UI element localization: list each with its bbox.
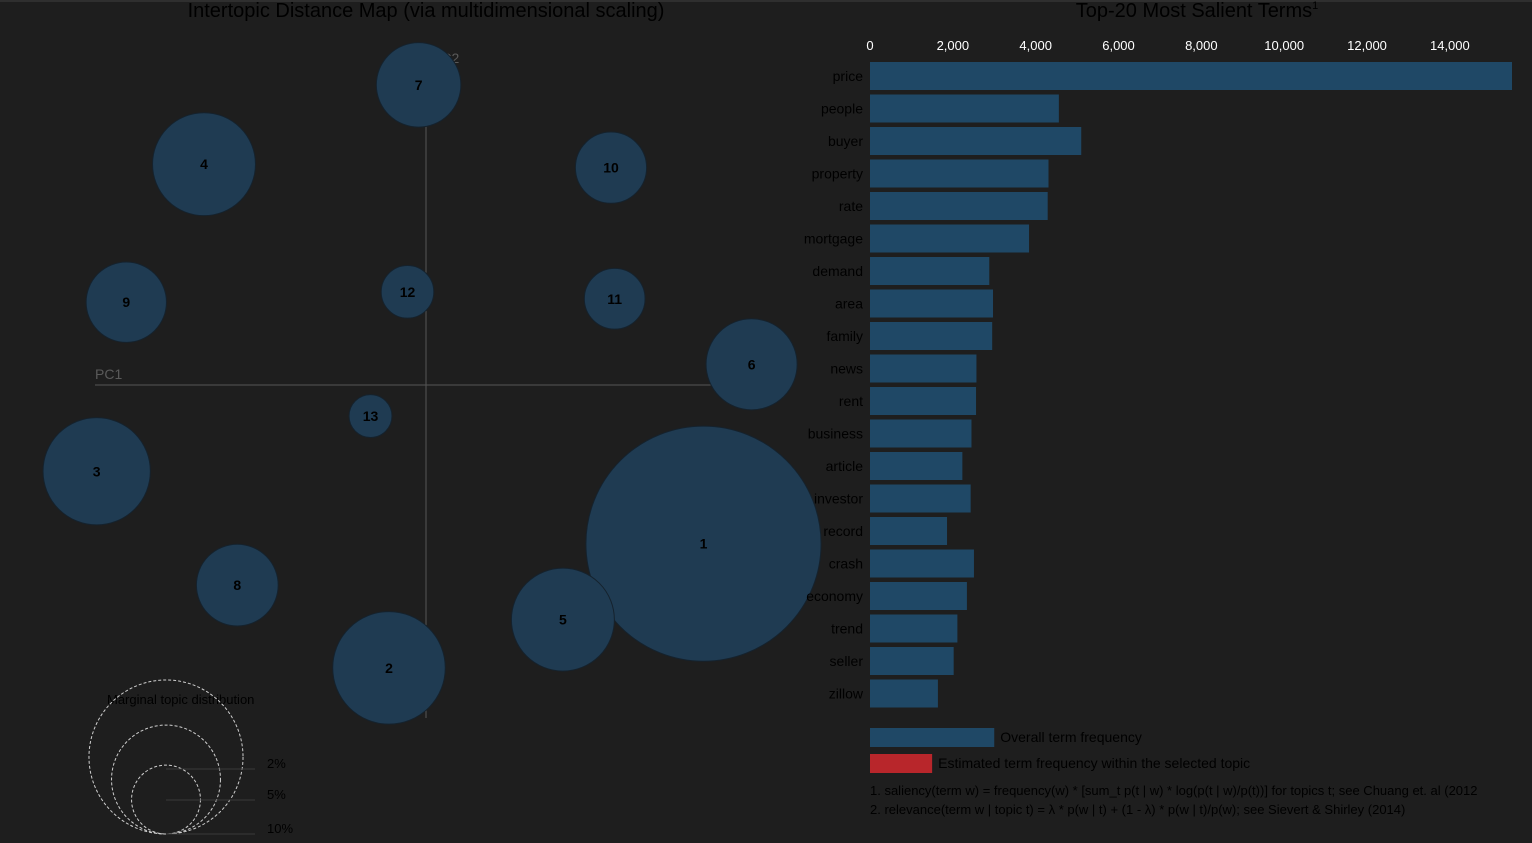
- legend-text-1: Estimated term frequency within the sele…: [938, 755, 1250, 771]
- footnote-2: 2. relevance(term w | topic t) = λ * p(w…: [870, 802, 1405, 817]
- x-tick-2000: 2,000: [937, 38, 970, 53]
- bar-trend[interactable]: [870, 614, 958, 643]
- salient-terms-chart: Top-20 Most Salient Terms1 0 2,000 4,000 6,…: [804, 0, 1512, 817]
- x-tick-0: 0: [866, 38, 873, 53]
- x-tick-6000: 6,000: [1102, 38, 1135, 53]
- topic-label-4: 4: [200, 156, 208, 172]
- bar-zillow[interactable]: [870, 679, 938, 708]
- bar-legend: Overall term frequency Estimated term fre…: [870, 728, 1250, 773]
- term-label-demand[interactable]: demand: [812, 263, 863, 279]
- topic-circle-9[interactable]: [85, 261, 167, 343]
- term-label-economy[interactable]: economy: [806, 588, 863, 604]
- bar-economy[interactable]: [870, 582, 967, 610]
- term-label-family[interactable]: family: [826, 328, 863, 344]
- bar-title: Top-20 Most Salient Terms1: [1076, 0, 1319, 22]
- bar-buyer[interactable]: [870, 127, 1082, 155]
- topic-label-12: 12: [400, 284, 416, 300]
- x-tick-4000: 4,000: [1019, 38, 1052, 53]
- bar-mortgage[interactable]: [870, 224, 1030, 253]
- bar-seller[interactable]: [870, 647, 954, 675]
- bar-family[interactable]: [870, 322, 993, 350]
- term-label-mortgage[interactable]: mortgage: [804, 231, 863, 247]
- bar-area[interactable]: [870, 289, 994, 318]
- x-tick-12000: 12,000: [1347, 38, 1387, 53]
- x-tick-14000: 14,000: [1430, 38, 1470, 53]
- term-bars: price people buyer property rate mortgage dema…: [804, 62, 1512, 708]
- topic-label-10: 10: [603, 160, 619, 176]
- bar-price[interactable]: [870, 62, 1512, 90]
- topic-label-2: 2: [385, 660, 393, 676]
- term-label-record[interactable]: record: [823, 523, 863, 539]
- pc1-label: PC1: [95, 366, 122, 382]
- legend-circle-5: [111, 724, 221, 835]
- topic-circle-13[interactable]: [348, 394, 393, 439]
- term-label-rent[interactable]: rent: [839, 393, 863, 409]
- term-label-price[interactable]: price: [833, 68, 864, 84]
- topic-circle-2[interactable]: [332, 611, 446, 725]
- bar-rent[interactable]: [870, 387, 977, 415]
- legend-label-5: 5%: [267, 787, 286, 802]
- map-title: Intertopic Distance Map (via multidimens…: [188, 0, 665, 22]
- legend-label-10: 10%: [267, 821, 293, 836]
- legend-label-2: 2%: [267, 756, 286, 771]
- topic-circle-3[interactable]: [42, 417, 151, 526]
- topic-label-8: 8: [233, 577, 241, 593]
- topic-circle-5[interactable]: [510, 567, 615, 672]
- term-label-business[interactable]: business: [808, 426, 863, 442]
- topic-label-6: 6: [748, 356, 756, 372]
- topic-circle-8[interactable]: [195, 543, 279, 627]
- topic-circle-7[interactable]: [375, 42, 462, 128]
- topic-label-3: 3: [93, 463, 101, 479]
- topic-label-1: 1: [700, 536, 708, 552]
- x-tick-10000: 10,000: [1264, 38, 1304, 53]
- bar-crash[interactable]: [870, 549, 974, 578]
- term-label-rate[interactable]: rate: [839, 198, 863, 214]
- term-label-buyer[interactable]: buyer: [828, 133, 863, 149]
- x-tick-8000: 8,000: [1185, 38, 1218, 53]
- term-label-article[interactable]: article: [826, 458, 864, 474]
- topic-circle-1[interactable]: [585, 425, 822, 662]
- term-label-trend[interactable]: trend: [831, 621, 863, 637]
- bar-investor[interactable]: [870, 484, 971, 513]
- topic-label-7: 7: [415, 77, 423, 93]
- topic-circle-12[interactable]: [380, 265, 435, 319]
- term-label-crash[interactable]: crash: [829, 556, 863, 572]
- bar-people[interactable]: [870, 94, 1059, 123]
- topic-label-13: 13: [363, 408, 379, 424]
- intertopic-map: Intertopic Distance Map (via multidimens…: [42, 0, 822, 836]
- topic-label-11: 11: [607, 291, 622, 307]
- topic-circle-11[interactable]: [583, 267, 646, 330]
- bar-property[interactable]: [870, 159, 1049, 188]
- topic-circle-6[interactable]: [705, 318, 798, 411]
- marginal-legend-title: Marginal topic distribution: [107, 692, 254, 707]
- bar-rate[interactable]: [870, 192, 1048, 220]
- top-border: [0, 0, 1532, 2]
- term-label-news[interactable]: news: [830, 361, 863, 377]
- bar-news[interactable]: [870, 354, 977, 383]
- term-label-people[interactable]: people: [821, 101, 863, 117]
- legend-swatch-0: [870, 728, 995, 747]
- bar-business[interactable]: [870, 419, 972, 448]
- footnote-1: 1. saliency(term w) = frequency(w) * [su…: [870, 783, 1478, 798]
- bar-article[interactable]: [870, 452, 963, 480]
- legend-text-0: Overall term frequency: [1000, 729, 1142, 745]
- bar-record[interactable]: [870, 517, 948, 545]
- topic-label-9: 9: [122, 294, 130, 310]
- term-label-property[interactable]: property: [812, 166, 863, 182]
- topic-label-5: 5: [559, 612, 567, 628]
- topic-circle-10[interactable]: [574, 131, 648, 204]
- term-label-area[interactable]: area: [835, 296, 863, 312]
- bar-demand[interactable]: [870, 257, 990, 285]
- bar-x-ticks: 0 2,000 4,000 6,000 8,000 10,000 12,000 14,000: [866, 38, 1469, 53]
- legend-swatch-1: [870, 754, 933, 773]
- topic-circle-4[interactable]: [152, 112, 256, 217]
- term-label-seller[interactable]: seller: [830, 653, 864, 669]
- term-label-zillow[interactable]: zillow: [829, 686, 864, 702]
- marginal-topic-legend: Marginal topic distribution 2% 5% 10%: [88, 679, 293, 836]
- term-label-investor[interactable]: investor: [814, 491, 863, 507]
